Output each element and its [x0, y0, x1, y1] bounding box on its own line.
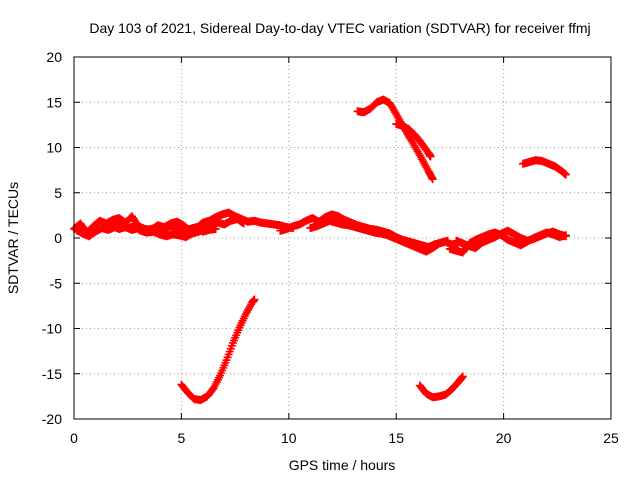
- series-arc-c: [102, 222, 220, 236]
- series-arc-i: [353, 95, 437, 184]
- data-point: [561, 232, 570, 241]
- y-tick-label: -5: [50, 275, 63, 291]
- y-tick-label: 0: [54, 230, 62, 246]
- data-points: [70, 95, 570, 404]
- y-tick-label: 10: [46, 140, 62, 156]
- data-point: [239, 219, 248, 228]
- y-axis: -20 -15 -10 -5 0 5 10 15 20: [42, 49, 611, 427]
- data-point: [250, 295, 259, 304]
- x-tick-label: 20: [496, 430, 512, 446]
- x-axis: 0 5 10 15 20 25: [70, 57, 619, 446]
- chart-title: Day 103 of 2021, Sidereal Day-to-day VTE…: [89, 20, 590, 36]
- y-tick-label: -20: [42, 411, 62, 427]
- data-point: [428, 175, 437, 184]
- data-point: [561, 170, 570, 179]
- x-tick-label: 10: [281, 430, 297, 446]
- y-axis-label: SDTVAR / TECUs: [5, 182, 21, 294]
- y-tick-label: -10: [42, 321, 62, 337]
- x-tick-label: 5: [178, 430, 186, 446]
- x-axis-label: GPS time / hours: [289, 457, 396, 473]
- y-tick-label: 5: [54, 185, 62, 201]
- series-arc-e: [306, 216, 463, 256]
- series-arc-j: [392, 119, 435, 161]
- series-arc-k: [415, 372, 467, 402]
- data-point: [458, 372, 467, 381]
- y-tick-label: 20: [46, 49, 62, 65]
- x-tick-label: 25: [603, 430, 619, 446]
- data-point: [211, 224, 220, 233]
- x-tick-label: 0: [70, 430, 78, 446]
- series-arc-g: [452, 226, 570, 252]
- y-tick-label: 15: [46, 94, 62, 110]
- data-point: [426, 152, 435, 161]
- y-tick-label: -15: [42, 366, 62, 382]
- series-arc-h: [177, 295, 259, 404]
- x-tick-label: 15: [388, 430, 404, 446]
- series-arc-l: [518, 156, 570, 179]
